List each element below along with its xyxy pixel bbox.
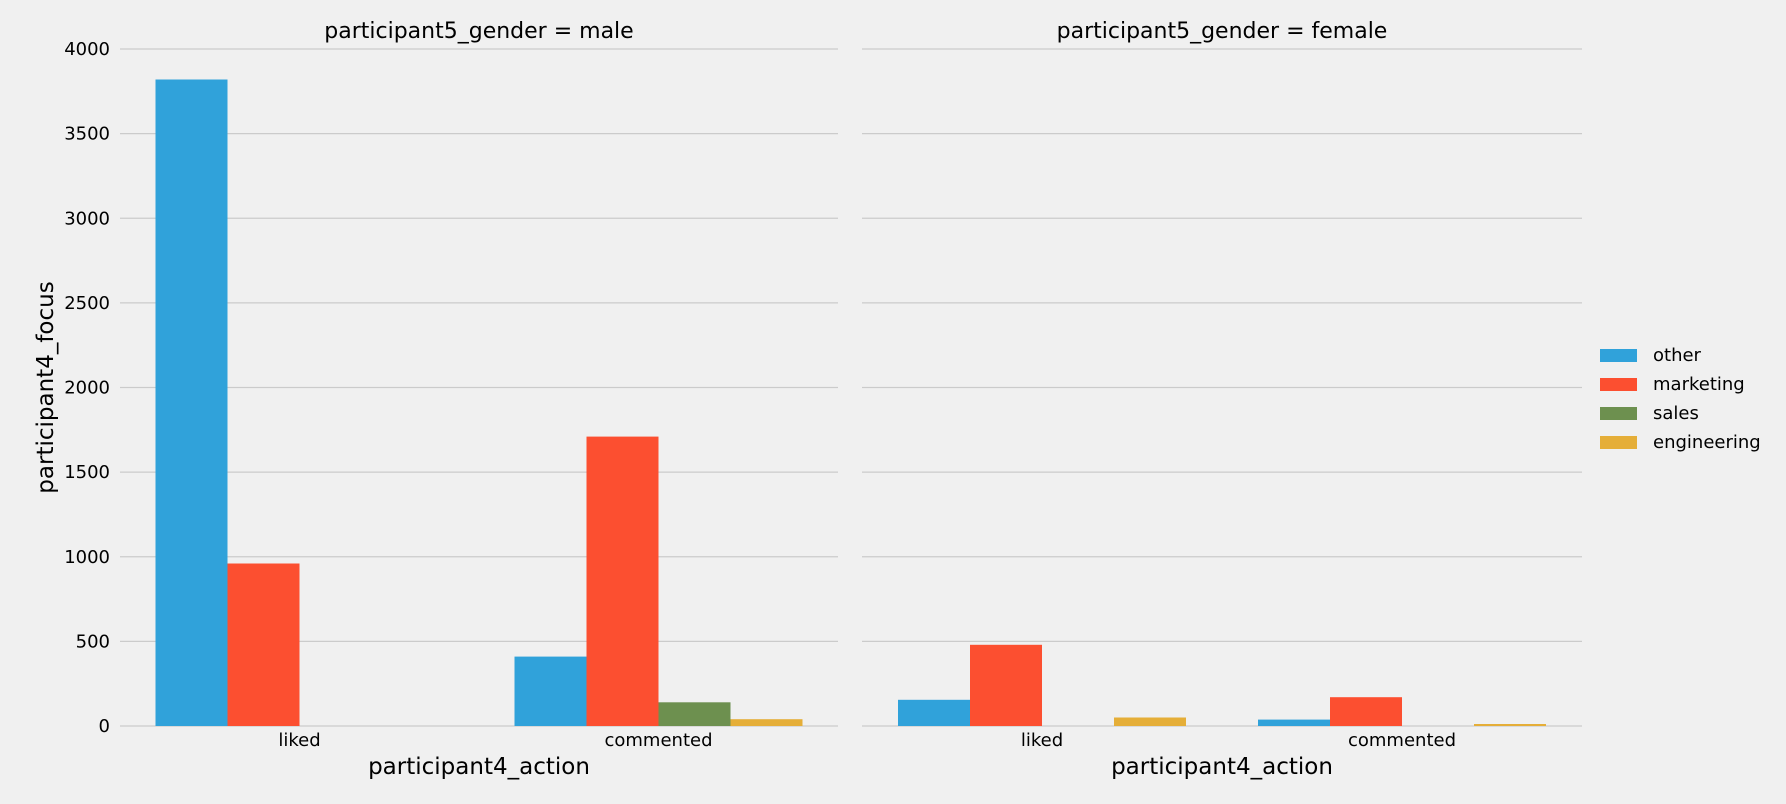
bar-1-commented-other <box>1258 719 1330 726</box>
x-axis-label-1: participant4_action <box>1111 754 1333 780</box>
facet-title-1: participant5_gender = female <box>1057 19 1388 44</box>
x-tick-label-0-0: liked <box>278 730 320 751</box>
bar-1-commented-marketing <box>1330 697 1402 726</box>
y-tick-label-4: 2000 <box>64 378 110 399</box>
legend-swatch-marketing <box>1600 378 1637 391</box>
facet-title-0: participant5_gender = male <box>324 19 633 44</box>
legend-label-sales: sales <box>1653 403 1699 424</box>
bar-0-commented-engineering <box>730 719 803 726</box>
legend-label-engineering: engineering <box>1653 432 1761 453</box>
legend-swatch-other <box>1600 349 1637 362</box>
legend-label-other: other <box>1653 345 1702 366</box>
bar-1-commented-engineering <box>1474 724 1546 726</box>
bar-0-commented-other <box>514 656 587 726</box>
x-axis-label-0: participant4_action <box>368 754 590 780</box>
y-tick-label-3: 1500 <box>64 462 110 483</box>
bar-1-liked-engineering <box>1114 717 1186 726</box>
y-axis-label: participant4_focus <box>33 281 59 493</box>
y-tick-label-8: 4000 <box>64 39 110 60</box>
bar-1-liked-other <box>898 699 970 726</box>
y-tick-label-7: 3500 <box>64 124 110 145</box>
bar-1-liked-marketing <box>970 644 1042 726</box>
legend-swatch-sales <box>1600 407 1637 420</box>
bar-0-commented-marketing <box>586 436 659 726</box>
bar-0-liked-other <box>155 79 228 726</box>
y-tick-label-6: 3000 <box>64 208 110 229</box>
y-tick-label-1: 500 <box>76 631 110 652</box>
x-tick-label-1-0: liked <box>1021 730 1063 751</box>
bar-0-commented-sales <box>658 702 731 726</box>
legend-swatch-engineering <box>1600 436 1637 449</box>
y-tick-label-2: 1000 <box>64 547 110 568</box>
x-tick-label-1-1: commented <box>1348 730 1456 751</box>
legend-label-marketing: marketing <box>1653 374 1745 395</box>
y-tick-label-0: 0 <box>99 716 110 737</box>
x-tick-label-0-1: commented <box>604 730 712 751</box>
y-tick-label-5: 2500 <box>64 293 110 314</box>
bar-0-liked-marketing <box>227 563 300 726</box>
